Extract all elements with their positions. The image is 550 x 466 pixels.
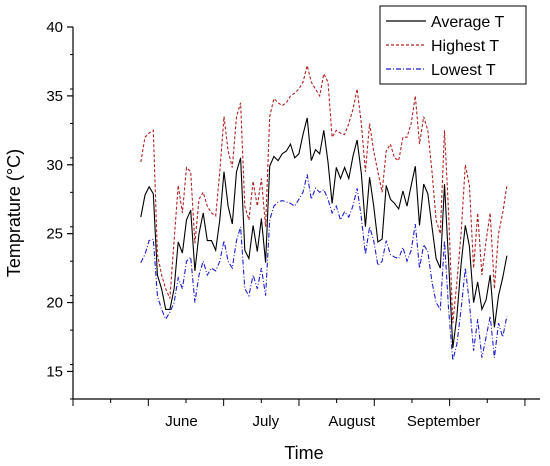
y-tick-label: 35 [46, 88, 63, 105]
series-line-average-t [140, 117, 508, 349]
y-tick-label: 30 [46, 157, 63, 174]
y-tick-label: 15 [46, 363, 63, 380]
series-layer [140, 65, 508, 361]
x-tick-label: July [252, 413, 279, 430]
series-line-highest-t [140, 65, 508, 324]
x-tick-label: August [328, 413, 376, 430]
x-tick-label: September [407, 413, 480, 430]
x-axis-ticks: June July August September [72, 399, 526, 430]
series-line-lowest-t [140, 174, 508, 361]
legend-label-highest: Highest T [431, 38, 499, 55]
y-tick-label: 25 [46, 226, 63, 243]
y-tick-label: 20 [46, 295, 63, 312]
x-tick-label: June [165, 413, 198, 430]
legend-label-average: Average T [431, 14, 504, 31]
legend-box [379, 5, 527, 85]
y-axis-ticks: 15 20 25 30 35 40 [46, 19, 73, 400]
y-axis-title: Temprature (°C) [4, 149, 24, 277]
y-tick-label: 40 [46, 19, 63, 36]
legend: Average T Highest T Lowest T [379, 5, 527, 85]
x-axis-title: Time [284, 443, 323, 463]
legend-label-lowest: Lowest T [431, 62, 496, 79]
